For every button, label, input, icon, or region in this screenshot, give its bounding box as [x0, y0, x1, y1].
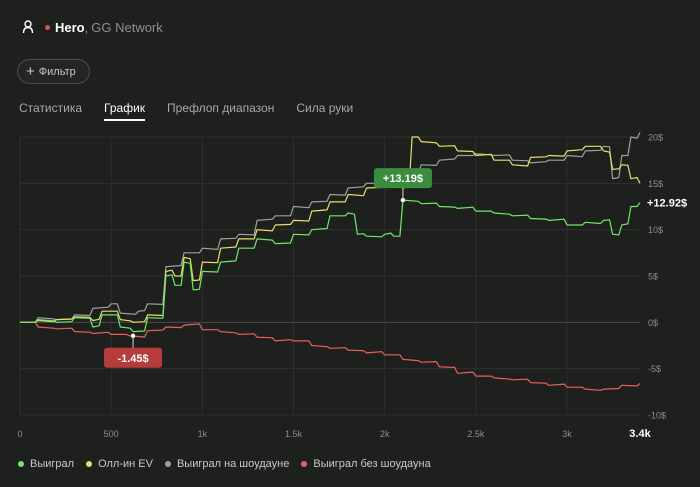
- player-icon: [22, 20, 34, 34]
- y-tick-label: 20$: [648, 133, 663, 143]
- end-value-label: +12.92$: [647, 198, 687, 210]
- tab-bar: Статистика График Префлоп диапазон Сила …: [19, 101, 375, 121]
- legend-dot-icon: [164, 461, 171, 467]
- plus-icon: +: [26, 63, 35, 80]
- x-tick-label: 2k: [380, 429, 390, 439]
- legend-item-allin-ev[interactable]: Олл-ин EV: [86, 458, 153, 470]
- annotation-label: +13.19$: [383, 173, 423, 185]
- legend-item-no-showdown[interactable]: Выиграл без шоудауна: [301, 458, 431, 470]
- annotation-point: [400, 197, 406, 203]
- y-tick-label: -10$: [648, 411, 666, 421]
- y-tick-label: 10$: [648, 225, 663, 235]
- chart-legend: Выиграл Олл-ин EV Выиграл на шоудауне Вы…: [18, 458, 443, 470]
- legend-dot-icon: [18, 461, 24, 467]
- y-tick-label: -5$: [648, 364, 661, 374]
- network-name: GG Network: [91, 19, 163, 35]
- series-line: [20, 199, 641, 333]
- x-tick-label: 500: [104, 429, 119, 439]
- y-tick-label: 0$: [648, 318, 658, 328]
- tab-graph[interactable]: График: [104, 101, 146, 121]
- annotation-label: -1.45$: [117, 353, 148, 365]
- y-tick-label: 5$: [648, 272, 658, 282]
- x-tick-label: 3.4k: [629, 428, 651, 440]
- y-tick-label: 15$: [648, 179, 663, 189]
- status-dot-icon: [45, 24, 50, 30]
- series-line: [20, 132, 641, 323]
- tab-statistics[interactable]: Статистика: [19, 101, 83, 115]
- profit-chart: 20$ 15$ 10$ 5$ 0$ -5$ -10$ 0 500 1k 1.5k 2k 2.5k 3k 3.…: [17, 132, 687, 440]
- x-tick-label: 1.5k: [285, 429, 303, 439]
- tab-hand-strength[interactable]: Сила руки: [296, 101, 354, 115]
- legend-label: Выиграл без шоудауна: [313, 458, 431, 470]
- filter-button-label: Фильтр: [38, 65, 76, 78]
- legend-item-showdown[interactable]: Выиграл на шоудауне: [164, 458, 290, 470]
- legend-dot-icon: [86, 461, 93, 467]
- legend-item-won[interactable]: Выиграл: [18, 458, 74, 470]
- annotation-box: [373, 168, 432, 189]
- x-tick-label: 3k: [562, 429, 572, 439]
- x-tick-label: 1k: [198, 429, 208, 439]
- legend-label: Выиграл на шоудауне: [176, 458, 290, 470]
- player-name: Hero: [55, 19, 85, 35]
- legend-dot-icon: [301, 461, 308, 467]
- player-header: Hero , GG Network: [22, 18, 163, 36]
- series-line: [20, 136, 641, 323]
- legend-label: Выиграл: [30, 458, 75, 470]
- x-tick-label: 0: [17, 429, 22, 439]
- series-line: [20, 321, 641, 391]
- tab-preflop-range[interactable]: Префлоп диапазон: [167, 101, 275, 115]
- x-tick-label: 2.5k: [467, 429, 485, 439]
- filter-button[interactable]: + Фильтр: [17, 59, 90, 84]
- legend-label: Олл-ин EV: [98, 458, 153, 470]
- header-separator: ,: [84, 19, 89, 35]
- annotation-box: [104, 347, 163, 368]
- annotation-point: [130, 333, 136, 338]
